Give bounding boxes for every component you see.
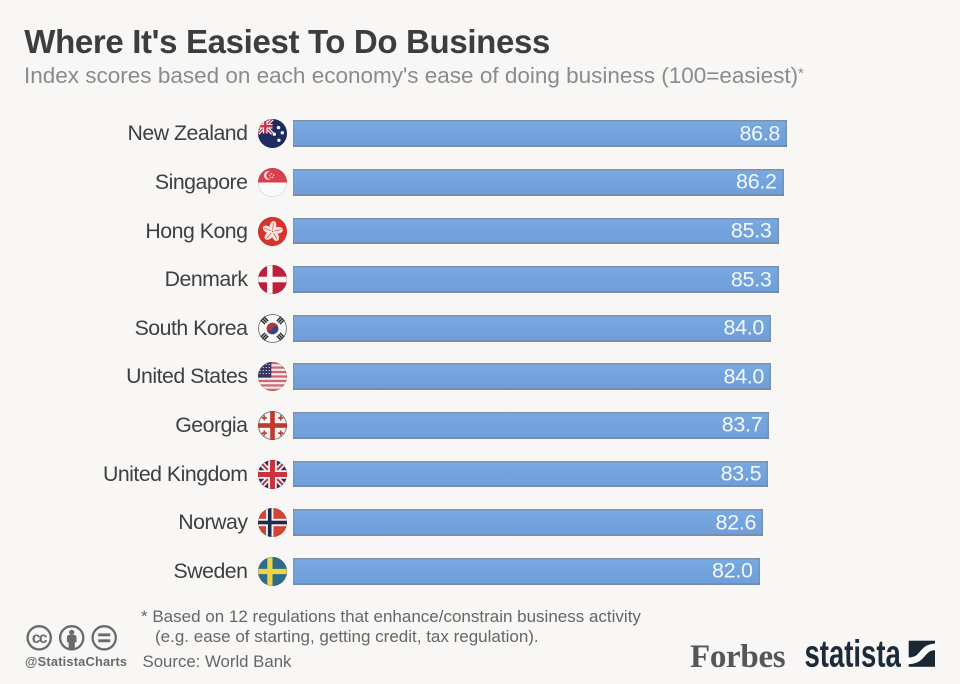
svg-text:cc: cc	[32, 630, 48, 647]
